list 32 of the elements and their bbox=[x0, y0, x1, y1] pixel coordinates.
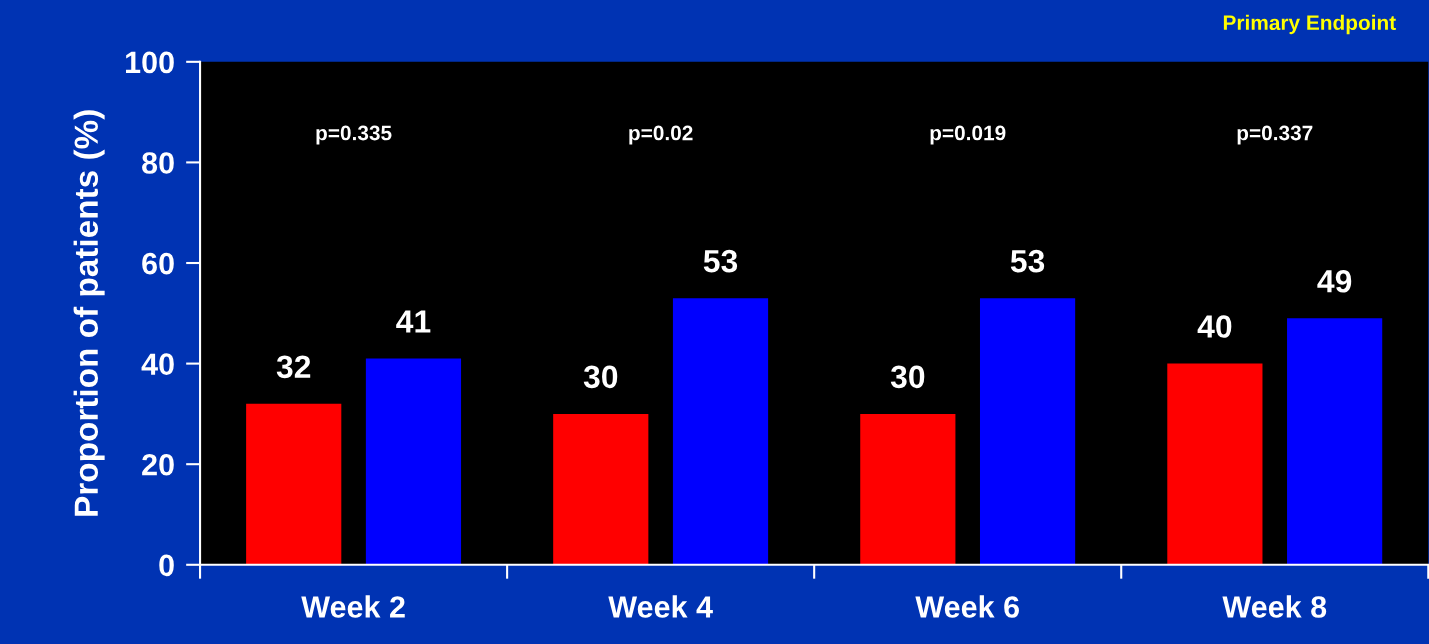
bar bbox=[553, 413, 649, 565]
data-label: 30 bbox=[583, 365, 618, 389]
x-tick-label: Week 6 bbox=[915, 595, 1019, 618]
bar bbox=[1167, 363, 1263, 565]
y-tick-label: 40 bbox=[141, 353, 174, 375]
y-tick-label: 100 bbox=[126, 51, 174, 74]
bar bbox=[1287, 318, 1383, 565]
annotation: p=0.02 bbox=[629, 125, 693, 145]
data-label: 41 bbox=[396, 310, 431, 333]
bar bbox=[860, 413, 956, 565]
annotation: p=0.335 bbox=[316, 125, 392, 145]
data-label: 53 bbox=[703, 249, 738, 273]
bar bbox=[672, 298, 769, 565]
x-tick-label: Week 4 bbox=[608, 595, 713, 618]
bar bbox=[979, 298, 1076, 565]
y-axis-title: Proportion of patients (%) bbox=[73, 110, 105, 516]
annotation: p=0.019 bbox=[930, 125, 1006, 145]
x-tick-label: Week 8 bbox=[1222, 595, 1327, 618]
data-label: 30 bbox=[890, 365, 925, 389]
chart-title: Primary Endpoint bbox=[1223, 14, 1396, 35]
y-tick-label: 60 bbox=[142, 252, 174, 275]
y-tick-label: 0 bbox=[159, 554, 174, 577]
bar bbox=[246, 403, 342, 565]
data-label: 40 bbox=[1197, 315, 1232, 338]
bar bbox=[365, 358, 462, 565]
data-label: 32 bbox=[276, 355, 311, 379]
data-label: 49 bbox=[1317, 269, 1352, 293]
annotation: p=0.337 bbox=[1237, 125, 1313, 145]
data-label: 53 bbox=[1010, 249, 1045, 273]
y-tick-label: 80 bbox=[142, 152, 174, 174]
x-tick-label: Week 2 bbox=[301, 595, 405, 618]
y-tick-label: 20 bbox=[142, 453, 174, 476]
